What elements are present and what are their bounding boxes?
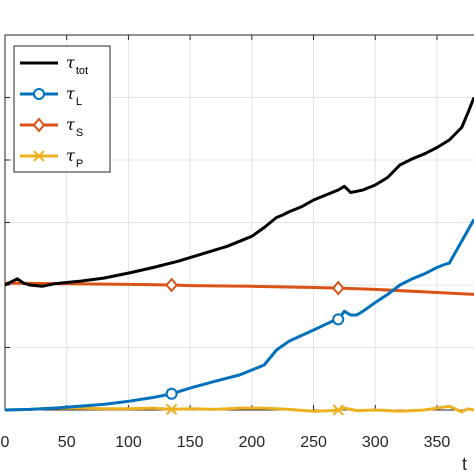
legend-label-s: τS bbox=[66, 115, 83, 139]
legend-marker-s bbox=[32, 117, 46, 133]
series-marker-s bbox=[331, 280, 345, 296]
legend: τtot τL τS τP bbox=[13, 45, 111, 173]
series-marker-s bbox=[165, 277, 178, 293]
x-tick-label: 50 bbox=[58, 434, 76, 451]
series-marker-l bbox=[165, 387, 178, 400]
x-tick-label: 0 bbox=[1, 434, 10, 451]
x-tick-label: 200 bbox=[238, 434, 265, 451]
series-marker-p bbox=[332, 404, 344, 416]
series-marker-p bbox=[165, 403, 178, 416]
series-line-p bbox=[4, 404, 474, 414]
series-group bbox=[4, 96, 474, 416]
legend-box bbox=[13, 45, 111, 173]
x-axis-label: t bbox=[462, 454, 467, 474]
x-tick-label: 250 bbox=[300, 434, 327, 451]
series-marker-l bbox=[332, 313, 345, 326]
tick-labels: 0 50 100 150 200 250 300 350 bbox=[1, 434, 451, 451]
legend-label-p: τP bbox=[66, 146, 83, 170]
series-line-tot bbox=[4, 96, 474, 288]
series-line-s bbox=[4, 281, 474, 296]
legend-marker-p bbox=[33, 150, 45, 162]
legend-label-l: τL bbox=[66, 84, 82, 108]
legend-marker-l bbox=[33, 88, 45, 100]
x-tick-label: 300 bbox=[362, 434, 389, 451]
x-tick-label: 150 bbox=[177, 434, 204, 451]
legend-label-tot: τtot bbox=[66, 53, 88, 77]
series-line-l bbox=[4, 218, 474, 412]
x-tick-label: 350 bbox=[424, 434, 451, 451]
x-tick-label: 100 bbox=[115, 434, 142, 451]
